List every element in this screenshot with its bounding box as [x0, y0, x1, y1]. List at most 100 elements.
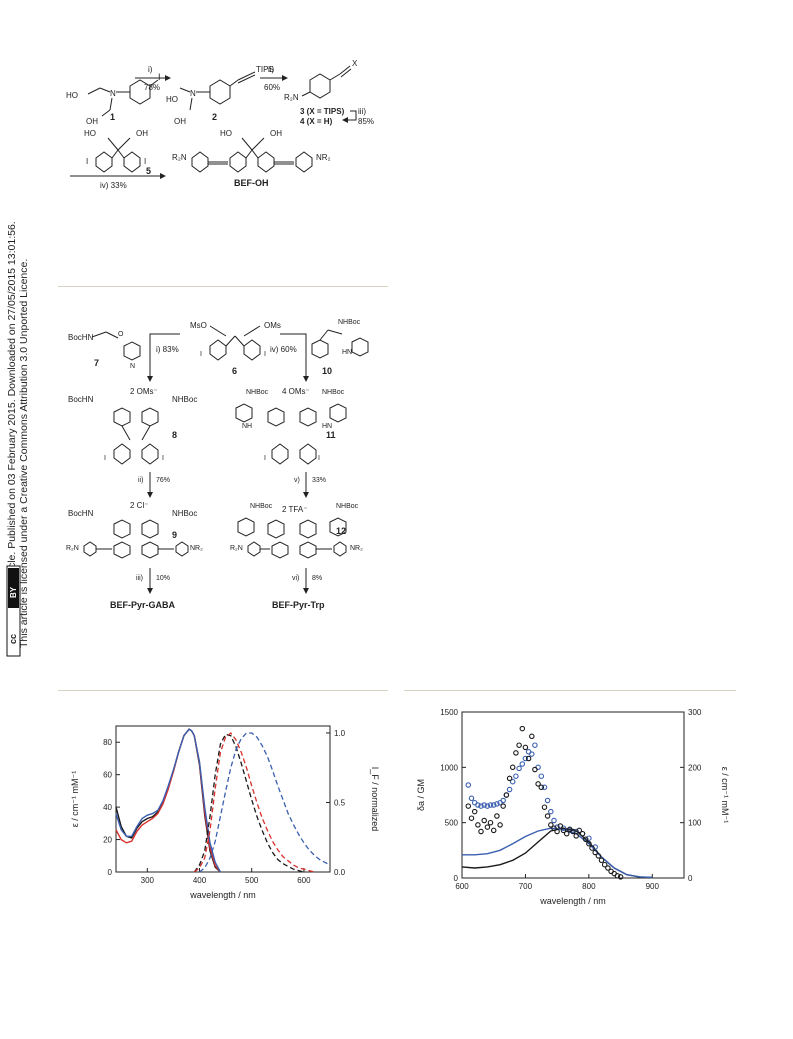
scheme-2: BocHN O N 7 MsO OMs I I 6 NHBoc HN 10 i)…: [66, 312, 369, 610]
svg-text:HO: HO: [84, 129, 96, 138]
compound-2-structure: TIPS N HO OH: [166, 65, 274, 126]
chart2-y2tick-label: 200: [688, 763, 702, 772]
compound-5-structure: HO OH I I: [84, 129, 148, 173]
tpa-point-tpa_black: [554, 828, 560, 835]
tpa-point-tpa_black: [548, 822, 554, 828]
emission-line-2: [199, 732, 331, 873]
bef-oh-structure: R₂N HO OH NR₂: [172, 129, 331, 173]
label-step-v: v): [294, 477, 300, 484]
svg-text:I: I: [104, 455, 106, 462]
svg-text:I: I: [86, 157, 88, 166]
label-counter-8: 2 OMs⁻: [130, 387, 158, 396]
arrow-step-iii: [348, 110, 357, 121]
divider-1: [58, 286, 388, 287]
label-nhboc-11b: NHBoc: [322, 389, 345, 396]
chart2-ytick-label: 1500: [440, 708, 458, 717]
chart1-series: [115, 728, 331, 873]
divider-3: [404, 690, 736, 691]
label-compound-7: 7: [94, 358, 99, 368]
svg-text:N: N: [130, 363, 135, 370]
label-nhboc-9: NHBoc: [172, 509, 197, 518]
label-r2n: R₂N: [284, 93, 299, 102]
chart1-xtick-label: 500: [245, 876, 259, 885]
label-step-iv: iv) 33%: [100, 181, 127, 190]
tpa-point-tpa_black: [497, 822, 503, 828]
label-step-iii-yield: 85%: [358, 117, 374, 126]
label-step-i-yield: 78%: [144, 83, 160, 92]
chart2-y2tick-label: 0: [688, 874, 693, 883]
tpa-point-tpa_black: [500, 803, 506, 809]
tpa-point-tpa_black: [490, 827, 497, 834]
tpa-point-tpa_blue: [538, 773, 545, 779]
label-compound-12: 12: [336, 526, 346, 536]
label-step-i-83: i) 83%: [156, 345, 179, 354]
svg-text:O: O: [118, 331, 124, 338]
label-compound-2: 2: [212, 112, 217, 122]
tpa-point-tpa_black: [471, 808, 478, 815]
tpa-point-tpa_black: [586, 840, 592, 847]
label-r2n-9: R₂N: [66, 545, 79, 552]
label-mso: MsO: [190, 321, 207, 330]
tpa-point-tpa_black: [475, 822, 481, 828]
tpa-point-tpa_black: [513, 750, 519, 756]
label-step-vi-yield: 8%: [312, 575, 322, 582]
tpa-point-tpa_black: [551, 825, 557, 831]
chart2-xtick-label: 800: [582, 882, 596, 891]
tpa-point-tpa_black: [494, 813, 500, 819]
label-nhboc-10: NHBoc: [338, 319, 361, 326]
label-compound-5: 5: [146, 166, 151, 176]
licence-line-2: This article is licensed under a Creativ…: [18, 259, 30, 648]
cc-by-badge[interactable]: cc BY: [6, 565, 21, 657]
tpa-point-tpa_black: [560, 827, 567, 834]
tpa-point-tpa_black: [538, 784, 545, 791]
tpa-point-tpa_black: [582, 836, 589, 843]
absorption-emission-chart: 300 400 500 600 0 20 40 60 80 0.0 0.5 1.0 ε / cm⁻¹ m…: [70, 725, 380, 900]
tpa-point-tpa_black: [595, 853, 602, 859]
tpa-point-tpa_black: [598, 857, 605, 864]
svg-text:I: I: [318, 455, 320, 462]
chart2-y-axis-label: δa / GM: [416, 779, 426, 811]
tpa-point-tpa_black: [522, 744, 529, 751]
label-compound-10: 10: [322, 366, 332, 376]
chart2-xtick-label: 900: [646, 882, 660, 891]
emission-line-1: [193, 732, 315, 873]
label-step-iii: iii): [136, 575, 143, 582]
chart1-ytick-label: 60: [103, 771, 112, 780]
tpa-point-tpa_black: [576, 827, 583, 834]
svg-text:I: I: [158, 72, 161, 82]
label-nhboc-12b: NHBoc: [336, 503, 359, 510]
tpa-point-tpa_black: [519, 725, 526, 732]
label-tips: TIPS: [256, 65, 274, 74]
tpa-point-tpa_black: [465, 803, 472, 809]
arrow-step-i-83: [149, 333, 180, 376]
label-step-v-yield: 33%: [312, 477, 326, 484]
svg-text:OH: OH: [136, 129, 148, 138]
chart2-frame: [461, 711, 685, 879]
chart2-ytick-label: 0: [454, 874, 459, 883]
tpa-point-tpa_black: [579, 830, 586, 837]
tpa-point-tpa_black: [532, 766, 538, 773]
tpa-point-tpa_blue: [475, 802, 481, 808]
scheme-1: I N HO OH 1 i) 78% TIPS N HO OH 2 ii) 60…: [66, 59, 374, 190]
label-counter-12: 2 TFA⁻: [282, 505, 307, 514]
label-step-iv-60: iv) 60%: [270, 345, 297, 354]
label-nh-11: NH: [242, 423, 252, 430]
label-nhboc-12a: NHBoc: [250, 503, 273, 510]
tpa-point-tpa_blue: [484, 803, 491, 809]
label-oms: OMs: [264, 321, 281, 330]
compound-1-structure: I N HO OH: [66, 72, 161, 126]
tpa-point-tpa_black: [535, 781, 541, 787]
tpa-point-tpa_black: [573, 833, 579, 839]
tpa-point-tpa_black: [592, 849, 598, 856]
tpa-point-tpa_blue: [509, 778, 516, 785]
label-oh: OH: [86, 117, 98, 126]
label-ho: HO: [66, 91, 78, 100]
label-compound-11: 11: [326, 430, 336, 440]
svg-text:OH: OH: [174, 117, 186, 126]
chart1-y-axis-label: ε / cm⁻¹ mM⁻¹: [70, 771, 80, 828]
svg-text:OH: OH: [270, 129, 282, 138]
tpa-point-tpa_blue: [586, 835, 592, 841]
tpa-point-tpa_blue: [494, 801, 500, 807]
tpa-point-tpa_black: [484, 824, 491, 830]
label-compound-4: 4 (X = H): [300, 117, 333, 126]
